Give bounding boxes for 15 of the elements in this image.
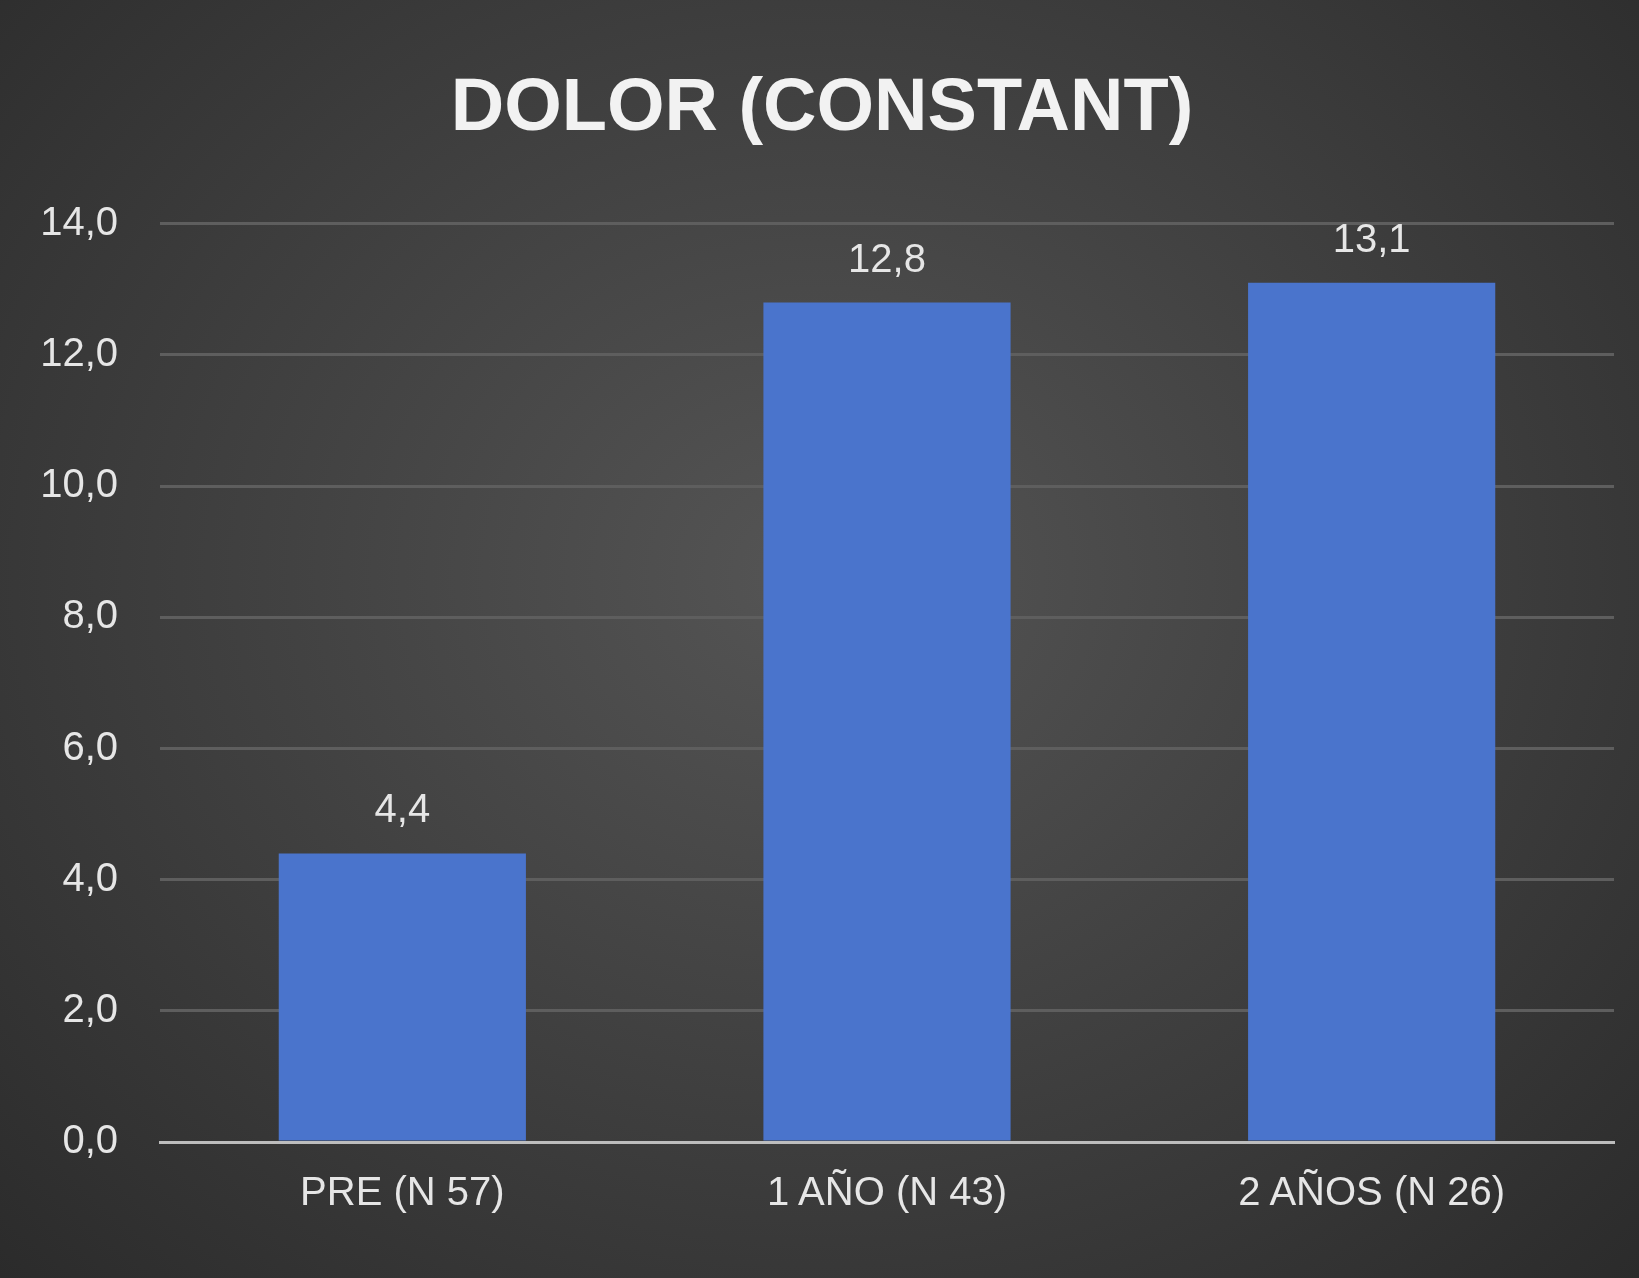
x-tick-label: 1 AÑO (N 43) (766, 1169, 1008, 1214)
x-tick-label: PRE (N 57) (300, 1169, 505, 1214)
y-tick-label: 12,0 (40, 330, 118, 374)
chart-title: DOLOR (CONSTANT) (450, 62, 1194, 146)
y-tick-label: 10,0 (40, 461, 118, 506)
data-label: 12,8 (848, 235, 926, 280)
y-tick-label: 2,0 (62, 985, 118, 1030)
x-tick-label: 2 AÑOS (N 26) (1238, 1169, 1506, 1214)
y-tick-label: 0,0 (62, 1117, 118, 1162)
data-label: 4,4 (374, 786, 431, 831)
y-tick-label: 6,0 (62, 723, 118, 768)
y-tick-label: 4,0 (62, 854, 118, 899)
y-tick-label: 14,0 (40, 198, 118, 243)
y-tick-label: 8,0 (62, 592, 118, 637)
data-label: 13,1 (1332, 215, 1411, 260)
